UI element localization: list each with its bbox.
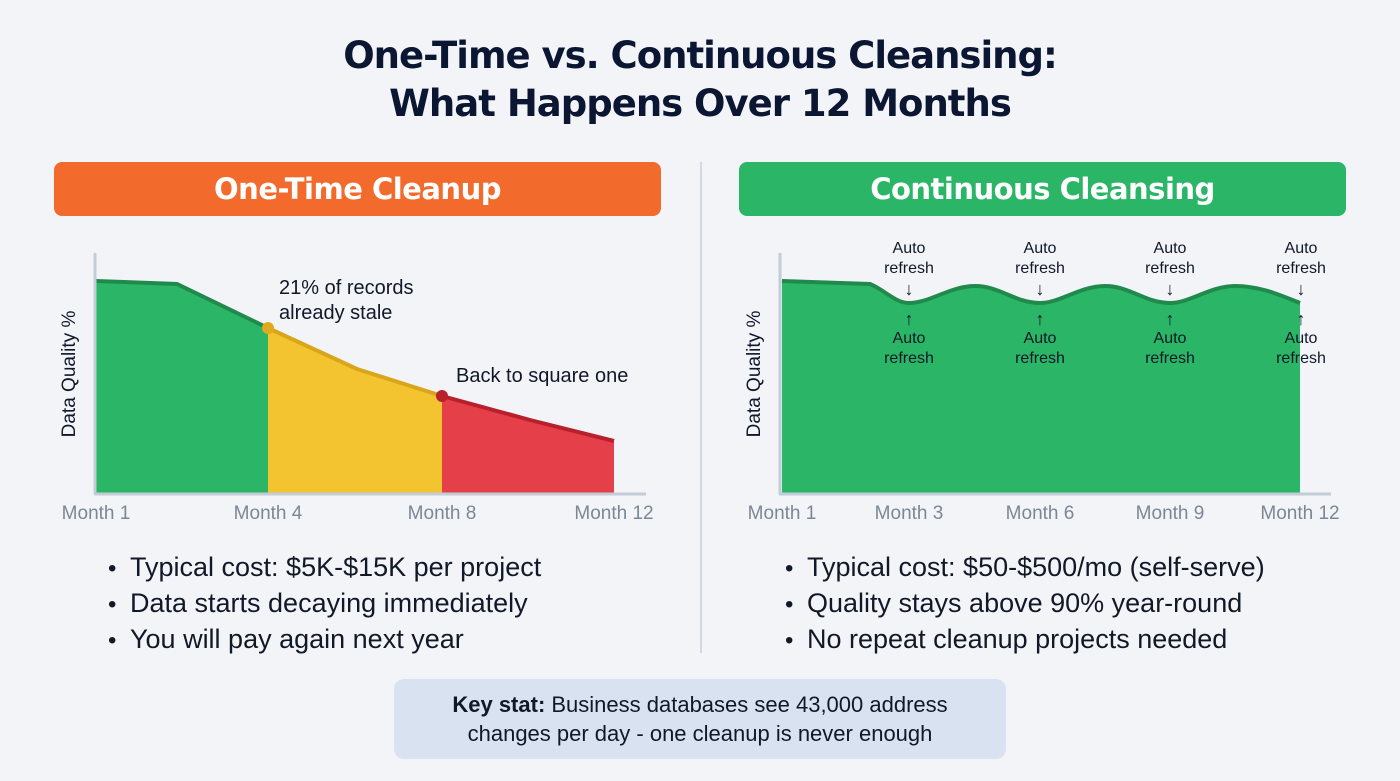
decayed-marker [436,390,448,402]
right-x-tick: Month 6 [1005,503,1075,524]
continuous-area [782,281,1300,493]
decayed-line [441,394,615,443]
left-x-tick: Month 12 [574,503,654,524]
right-x-tick: Month 9 [1135,503,1205,524]
auto-refresh-label-bottom: Auto refresh [884,330,934,367]
arrow-down-icon: ↓ [1296,279,1306,299]
panel-divider [700,162,702,653]
bullet-item: Typical cost: $50-$500/mo (self-serve) [785,550,1265,586]
page-title: One-Time vs. Continuous Cleansing: What … [0,32,1400,128]
stale-area [268,328,442,493]
continuous-line [781,279,1301,306]
right-x-tick: Month 3 [874,503,944,524]
arrow-down-icon: ↓ [1165,279,1175,299]
bullet-item: Quality stays above 90% year-round [785,586,1265,622]
key-stat-text-1: Business databases see 43,000 address [545,692,948,717]
auto-refresh-label-top: Auto refresh [884,240,934,277]
auto-refresh-label-bottom: Auto refresh [1276,330,1326,367]
auto-refresh-label-top: Auto refresh [1015,240,1065,277]
arrow-down-icon: ↓ [1035,279,1045,299]
bullet-item: No repeat cleanup projects needed [785,622,1265,658]
fresh-line [95,279,269,330]
key-stat-box: Key stat: Business databases see 43,000 … [394,679,1006,759]
continuous-cleansing-header: Continuous Cleansing [739,162,1346,216]
left-y-axis-label: Data Quality % [59,310,80,438]
arrow-down-icon: ↓ [904,279,914,299]
arrow-up-icon: ↑ [1296,309,1306,329]
right-x-tick: Month 12 [1260,503,1340,524]
auto-refresh-label-top: Auto refresh [1276,240,1326,277]
square-one-annotation: Back to square one [456,365,629,387]
fresh-area [96,281,268,493]
one-time-bullets: Typical cost: $5K-$15K per project Data … [108,550,541,658]
auto-refresh-label-top: Auto refresh [1145,240,1195,277]
left-x-tick: Month 1 [61,503,131,524]
one-time-cleanup-header: One-Time Cleanup [54,162,661,216]
bullet-item: Data starts decaying immediately [108,586,541,622]
title-line-2: What Happens Over 12 Months [389,82,1012,125]
key-stat-text-2: changes per day - one cleanup is never e… [467,721,933,746]
one-time-chart [93,253,646,496]
stale-marker [262,322,274,334]
bullet-item: You will pay again next year [108,622,541,658]
stale-annotation: 21% of records already stale [279,277,414,324]
bullet-item: Typical cost: $5K-$15K per project [108,550,541,586]
arrow-up-icon: ↑ [1035,309,1045,329]
title-line-1: One-Time vs. Continuous Cleansing: [343,34,1058,77]
right-x-tick: Month 1 [747,503,817,524]
key-stat-label: Key stat: [452,692,546,717]
arrow-up-icon: ↑ [904,309,914,329]
stale-line [267,326,443,398]
continuous-bullets: Typical cost: $50-$500/mo (self-serve) Q… [785,550,1265,658]
continuous-chart [778,253,1331,496]
auto-refresh-label-bottom: Auto refresh [1015,330,1065,367]
arrow-up-icon: ↑ [1165,309,1175,329]
auto-refresh-label-bottom: Auto refresh [1145,330,1195,367]
right-y-axis-label: Data Quality % [744,310,765,438]
left-x-tick: Month 4 [233,503,303,524]
left-x-tick: Month 8 [407,503,477,524]
decayed-area [442,396,614,493]
